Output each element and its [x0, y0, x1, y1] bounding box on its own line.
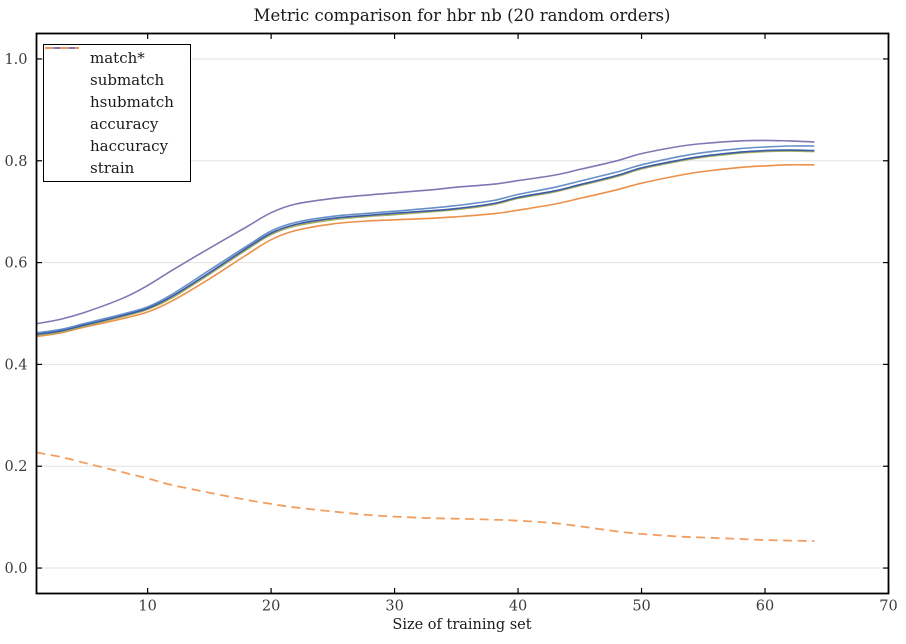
x-tick-label: 20	[262, 599, 280, 615]
series-line-match	[36, 163, 815, 338]
y-tick-label: 0.6	[4, 256, 27, 272]
legend-entry-haccuracy: haccuracy	[44, 47, 190, 157]
y-tick-label: 0.0	[4, 561, 27, 577]
series-line-haccuracy	[36, 139, 815, 325]
legend-label: accuracy	[90, 114, 159, 133]
x-tick-label: 40	[509, 599, 527, 615]
chart-title: Metric comparison for hbr nb (20 random …	[253, 6, 671, 25]
legend-entry-hsubmatch: hsubmatch	[44, 47, 190, 113]
series-line-submatch	[36, 150, 815, 337]
y-tick-label: 0.2	[4, 459, 27, 475]
legend-label: hsubmatch	[90, 92, 174, 111]
x-tick-label: 60	[756, 599, 774, 615]
legend-label: strain	[90, 158, 135, 177]
legend-label: submatch	[90, 70, 165, 89]
x-tick-label: 50	[632, 599, 650, 615]
y-tick-label: 1.0	[4, 52, 27, 68]
series-line-hsubmatch	[36, 145, 815, 334]
x-tick-label: 70	[879, 599, 897, 615]
x-axis-label: Size of training set	[392, 617, 532, 633]
x-tick-label: 30	[385, 599, 403, 615]
legend-label: haccuracy	[90, 136, 169, 155]
legend-entry-strain: strain	[44, 47, 190, 179]
series-line-accuracy	[36, 149, 815, 336]
series-line-strain	[36, 451, 815, 542]
y-tick-label: 0.4	[4, 357, 27, 373]
legend-entry-submatch: submatch	[44, 47, 190, 91]
legend-entry-accuracy: accuracy	[44, 47, 190, 135]
legend-label: match*	[90, 48, 145, 67]
x-tick-label: 10	[138, 599, 156, 615]
plot-frame	[35, 32, 890, 595]
legend: match* submatch hsubmatch accuracy haccuracy…	[43, 44, 191, 182]
y-tick-label: 0.8	[4, 154, 27, 170]
